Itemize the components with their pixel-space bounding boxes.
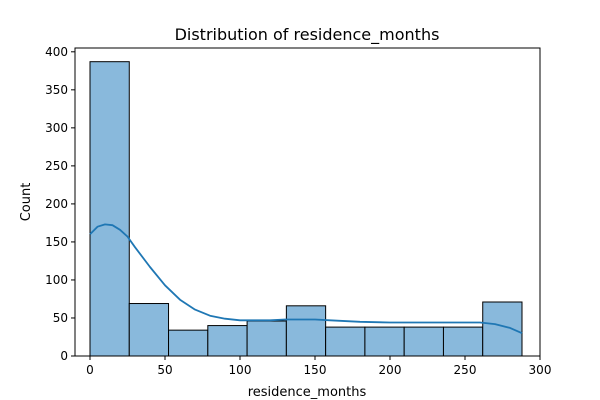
histogram-bar: [128, 303, 170, 357]
x-tick-label: 0: [86, 363, 94, 377]
histogram-bars: [89, 61, 523, 357]
kde-curve: [89, 223, 523, 335]
histogram-bar: [325, 326, 366, 357]
y-tick-label: 200: [45, 197, 68, 211]
x-tick-label: 250: [454, 363, 477, 377]
histogram-bar: [207, 325, 248, 357]
x-tick-label: 50: [157, 363, 172, 377]
x-tick-label: 150: [304, 363, 327, 377]
histogram-bar: [285, 305, 327, 357]
histogram-bar: [89, 61, 130, 357]
x-tick-label: 200: [379, 363, 402, 377]
x-axis-label: residence_months: [248, 385, 367, 400]
chart-title: Distribution of residence_months: [175, 25, 440, 45]
y-tick-label: 100: [45, 273, 68, 287]
histogram-bar: [168, 329, 209, 357]
y-tick-label: 0: [60, 349, 68, 363]
y-axis-label: Count: [19, 183, 34, 222]
y-axis-ticks: 0 50 100 150 200 250 300 350 400: [45, 45, 75, 363]
histogram-bar: [246, 320, 287, 357]
x-tick-label: 300: [529, 363, 552, 377]
y-tick-label: 50: [53, 311, 68, 325]
histogram-bar: [403, 326, 444, 357]
x-tick-label: 100: [229, 363, 252, 377]
y-tick-label: 300: [45, 121, 68, 135]
y-tick-label: 150: [45, 235, 68, 249]
y-tick-label: 350: [45, 83, 68, 97]
y-tick-label: 400: [45, 45, 68, 59]
y-tick-label: 250: [45, 159, 68, 173]
histogram-bar: [364, 326, 405, 357]
histogram-bar: [482, 301, 523, 357]
histogram-bar: [442, 326, 484, 357]
x-axis-ticks: 0 50 100 150 200 250 300: [86, 356, 551, 377]
plot-frame: [74, 47, 541, 357]
